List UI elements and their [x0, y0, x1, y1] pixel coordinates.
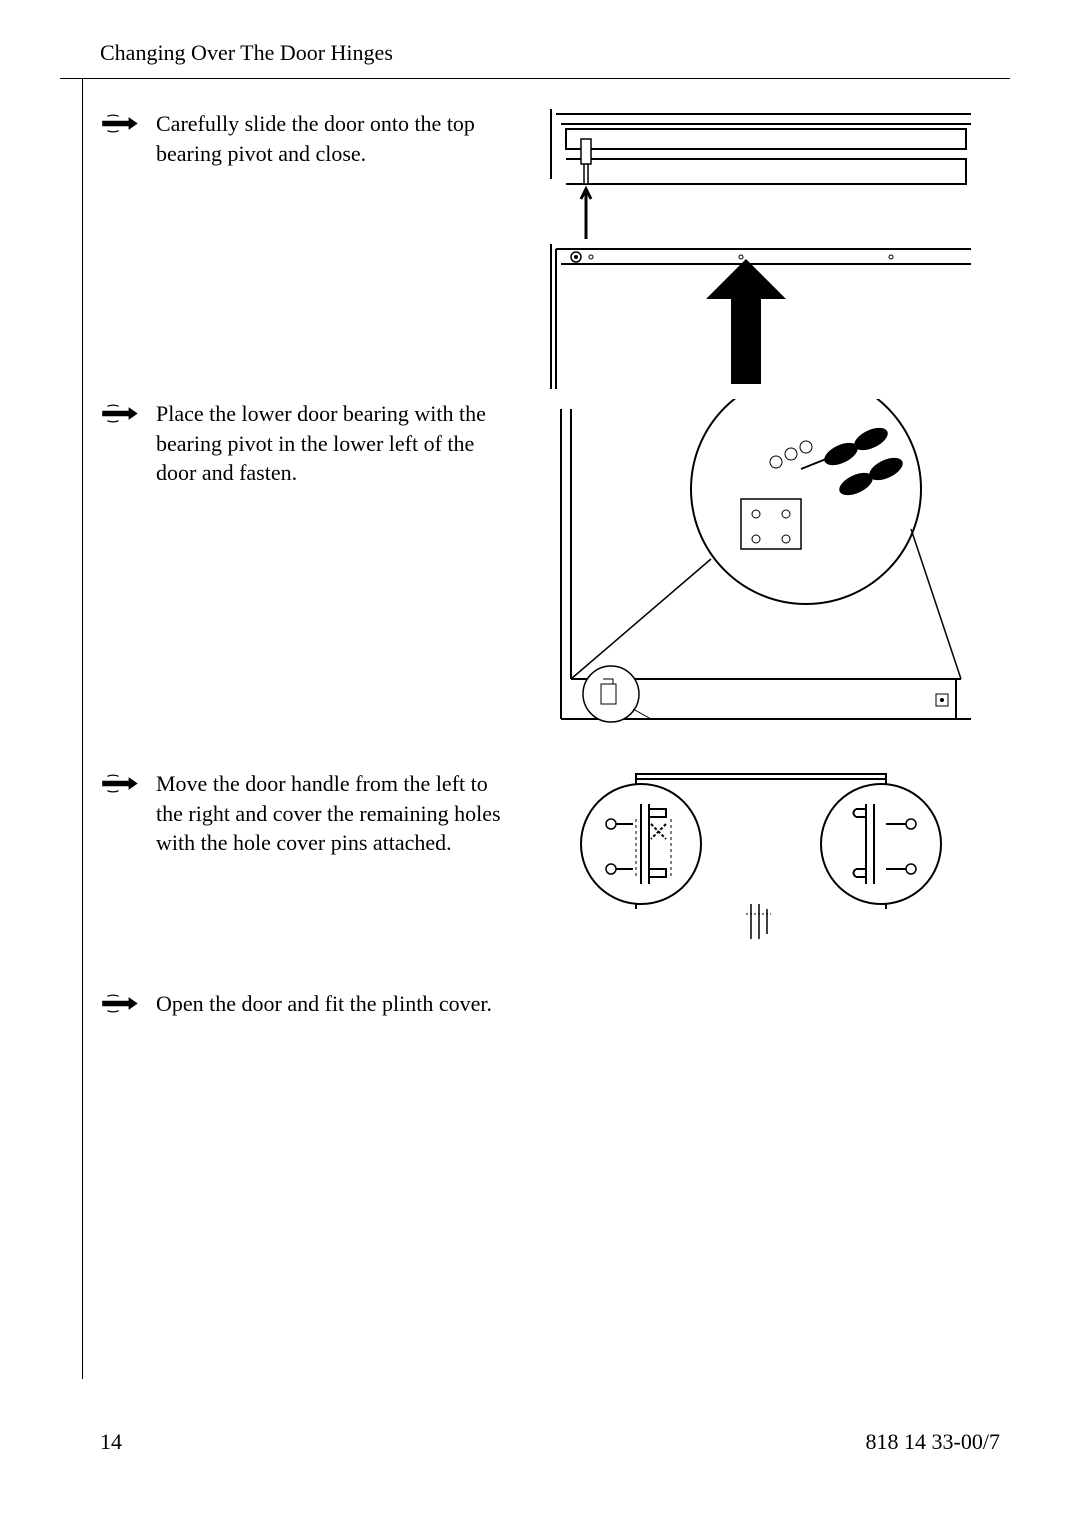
diagram-3: [511, 769, 1010, 959]
section-title: Changing Over The Door Hinges: [100, 40, 393, 65]
instruction-block-2: Place the lower door bearing with the be…: [101, 399, 1010, 729]
manual-page: Changing Over The Door Hinges Carefully …: [0, 0, 1080, 1529]
instruction-wrapper: Move the door handle from the left to th…: [101, 769, 511, 858]
instruction-wrapper: Open the door and fit the plinth cover.: [101, 989, 511, 1019]
instruction-wrapper: Place the lower door bearing with the be…: [101, 399, 511, 488]
content-area: Carefully slide the door onto the top be…: [82, 79, 1010, 1379]
page-footer: 14 818 14 33-00/7: [60, 1409, 1010, 1455]
diagram-1: [511, 109, 1010, 389]
instruction-block-1: Carefully slide the door onto the top be…: [101, 109, 1010, 389]
instruction-block-3: Move the door handle from the left to th…: [101, 769, 1010, 959]
instruction-text-2: Place the lower door bearing with the be…: [156, 399, 511, 488]
instruction-block-4: Open the door and fit the plinth cover.: [101, 989, 1010, 1019]
bearing-diagram: [541, 399, 981, 729]
hand-pointer-icon: [101, 111, 141, 136]
page-header: Changing Over The Door Hinges: [100, 40, 1010, 78]
instruction-text-1: Carefully slide the door onto the top be…: [156, 109, 511, 168]
instruction-text-3: Move the door handle from the left to th…: [156, 769, 511, 858]
instruction-wrapper: Carefully slide the door onto the top be…: [101, 109, 511, 168]
instruction-text-4: Open the door and fit the plinth cover.: [156, 989, 492, 1019]
document-number: 818 14 33-00/7: [866, 1429, 1000, 1455]
hand-pointer-icon: [101, 771, 141, 796]
hand-pointer-icon: [101, 401, 141, 426]
hand-pointer-icon: [101, 991, 141, 1016]
diagram-2: [511, 399, 1010, 729]
handle-diagram: [561, 769, 961, 959]
door-slide-diagram: [541, 109, 981, 389]
page-number: 14: [100, 1429, 122, 1455]
